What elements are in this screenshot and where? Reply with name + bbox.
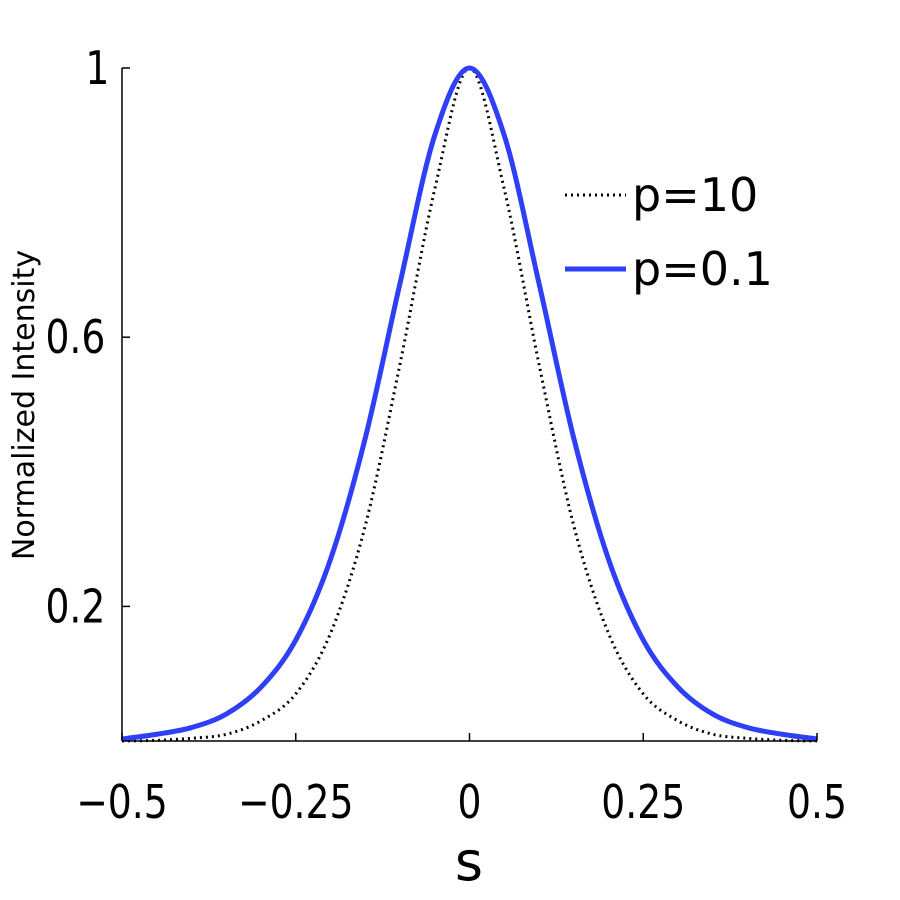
y-tick-label: 0.2 bbox=[45, 580, 105, 634]
series-line-p01 bbox=[121, 65, 818, 742]
legend: p=10 p=0.1 bbox=[565, 168, 773, 296]
y-tick-label: 1 bbox=[85, 41, 109, 95]
x-axis-label: s bbox=[455, 830, 483, 893]
y-ticks: 0.2 0.6 1 bbox=[45, 41, 130, 633]
legend-label-p01: p=0.1 bbox=[632, 242, 773, 296]
series-layer bbox=[121, 65, 818, 743]
y-tick-label: 0.6 bbox=[45, 311, 105, 365]
x-ticks: −0.5 −0.25 0 0.25 0.5 bbox=[76, 733, 847, 829]
x-tick-label: −0.5 bbox=[76, 775, 168, 829]
x-tick-label: 0.5 bbox=[787, 775, 847, 829]
x-tick-label: −0.25 bbox=[238, 775, 354, 829]
x-tick-label: 0.25 bbox=[601, 775, 685, 829]
x-tick-label: 0 bbox=[457, 775, 481, 829]
y-axis-label: Normalized Intensity bbox=[7, 250, 42, 560]
legend-label-p10: p=10 bbox=[632, 168, 758, 222]
